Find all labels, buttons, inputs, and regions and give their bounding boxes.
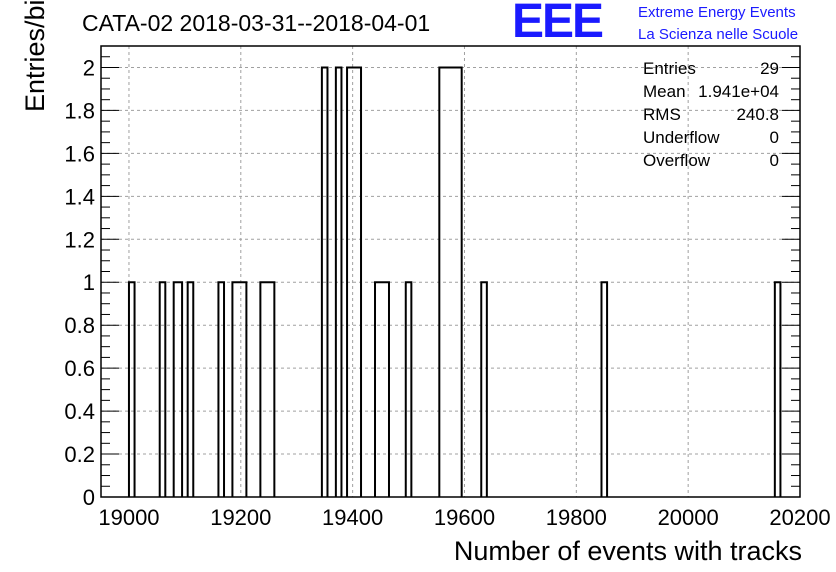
y-tick-label: 0.8 (64, 313, 95, 338)
histogram-bin (374, 281, 390, 497)
x-tick-label: 20000 (658, 505, 719, 530)
x-tick-label: 19200 (210, 505, 271, 530)
eee-logo: EEE Extreme Energy Events La Scienza nel… (512, 0, 832, 48)
histogram-bin (158, 281, 167, 497)
x-axis-label: Number of events with tracks (453, 536, 802, 566)
stat-row-overflow: Overflow 0 (643, 151, 781, 174)
histogram-bin (320, 66, 329, 497)
stat-key: Underflow (643, 128, 720, 147)
x-axis-ticks: 19000 19200 19400 19600 19800 20000 20200 (98, 505, 830, 530)
x-tick-label: 19800 (546, 505, 607, 530)
y-tick-label: 0 (83, 485, 95, 510)
y-tick-label: 0.2 (64, 442, 95, 467)
chart-title: CATA-02 2018-03-31--2018-04-01 (82, 10, 431, 36)
histogram-bin (404, 281, 413, 497)
histogram-bin (346, 66, 363, 497)
x-tick-label: 20200 (769, 505, 830, 530)
y-tick-label: 0.6 (64, 356, 95, 381)
histogram-bin (217, 281, 226, 497)
histogram-bin (186, 281, 195, 497)
histogram-bin (127, 281, 136, 497)
stat-key: RMS (643, 105, 681, 124)
histogram-bin (600, 281, 609, 497)
eee-logo-mark: EEE (512, 0, 604, 48)
stat-value: 0 (769, 128, 779, 147)
stats-box: Entries 29 Mean 1.941e+04 RMS 240.8 Unde… (643, 59, 781, 174)
y-tick-label: 2 (83, 55, 95, 80)
stat-value: 240.8 (736, 105, 779, 124)
stat-key: Mean (643, 82, 686, 101)
stat-row-rms: RMS 240.8 (643, 105, 781, 128)
histogram-bin (480, 281, 488, 497)
histogram-bin (334, 66, 343, 497)
stat-key: Overflow (643, 151, 711, 170)
histogram-bins (127, 66, 782, 497)
x-tick-label: 19000 (98, 505, 159, 530)
y-tick-label: 1.6 (64, 141, 95, 166)
stat-key: Entries (643, 59, 696, 78)
y-tick-label: 1 (83, 270, 95, 295)
y-axis-ticks: 0 0.2 0.4 0.6 0.8 1 1.2 1.4 1.6 1.8 2 (64, 45, 800, 510)
stat-row-mean: Mean 1.941e+04 (643, 82, 781, 105)
stat-value: 0 (769, 151, 779, 170)
y-tick-label: 0.4 (64, 399, 95, 424)
stat-value: 29 (760, 59, 779, 78)
stat-row-underflow: Underflow 0 (643, 128, 781, 151)
stat-value: 1.941e+04 (698, 82, 779, 101)
y-tick-label: 1.2 (64, 227, 95, 252)
histogram-bin (438, 66, 463, 497)
stat-row-entries: Entries 29 (643, 59, 781, 82)
logo-line-1: Extreme Energy Events (638, 4, 796, 21)
histogram-bin (172, 281, 184, 497)
histogram-bin (773, 281, 782, 497)
y-tick-label: 1.8 (64, 98, 95, 123)
x-tick-label: 19400 (322, 505, 383, 530)
y-axis-label: Entries/bin (20, 0, 50, 112)
histogram-bin (231, 281, 248, 497)
histogram-bin (259, 281, 276, 497)
logo-line-2: La Scienza nelle Scuole (638, 26, 799, 43)
x-tick-label: 19600 (434, 505, 495, 530)
y-tick-label: 1.4 (64, 184, 95, 209)
